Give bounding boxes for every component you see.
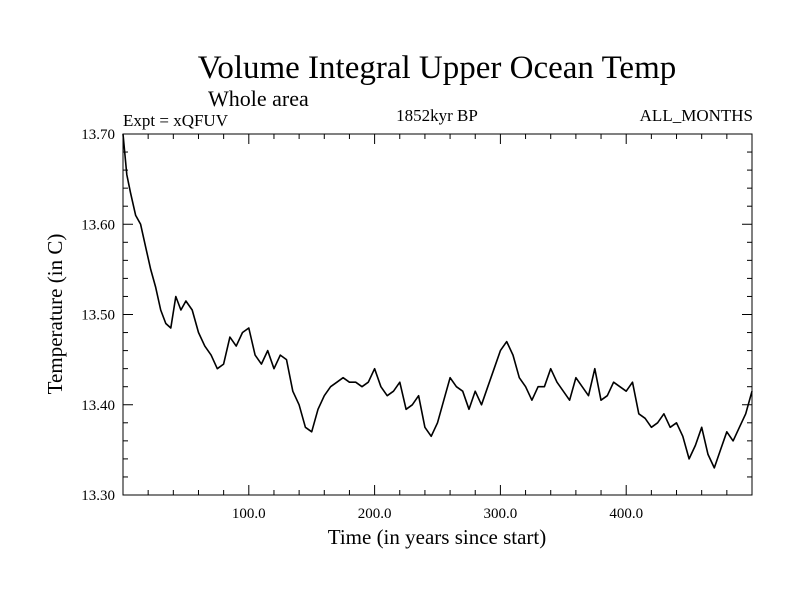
- plot-frame: [122, 133, 753, 496]
- x-tick-label: 200.0: [358, 506, 392, 522]
- y-tick-label: 13.30: [81, 488, 115, 504]
- months-label: ALL_MONTHS: [640, 106, 753, 125]
- chart-subtitle: Whole area: [208, 86, 309, 111]
- y-tick-label: 13.40: [81, 398, 115, 414]
- period-label: 1852kyr BP: [396, 106, 478, 125]
- axis-ticks: [123, 133, 752, 496]
- y-tick-label: 13.70: [81, 127, 115, 143]
- x-tick-label: 300.0: [484, 506, 518, 522]
- chart-title: Volume Integral Upper Ocean Temp: [198, 50, 676, 86]
- x-tick-label: 100.0: [232, 506, 266, 522]
- temperature-series-line: [122, 133, 753, 469]
- y-tick-label: 13.50: [81, 308, 115, 324]
- y-tick-labels: 13.30 13.40 13.50 13.60 13.70: [81, 127, 115, 504]
- experiment-label: Expt = xQFUV: [123, 111, 229, 130]
- x-tick-labels: 100.0 200.0 300.0 400.0: [232, 506, 643, 522]
- y-axis-label: Temperature (in C): [43, 234, 67, 395]
- x-tick-label: 400.0: [609, 506, 643, 522]
- y-tick-label: 13.60: [81, 217, 115, 233]
- x-axis-label: Time (in years since start): [328, 525, 547, 549]
